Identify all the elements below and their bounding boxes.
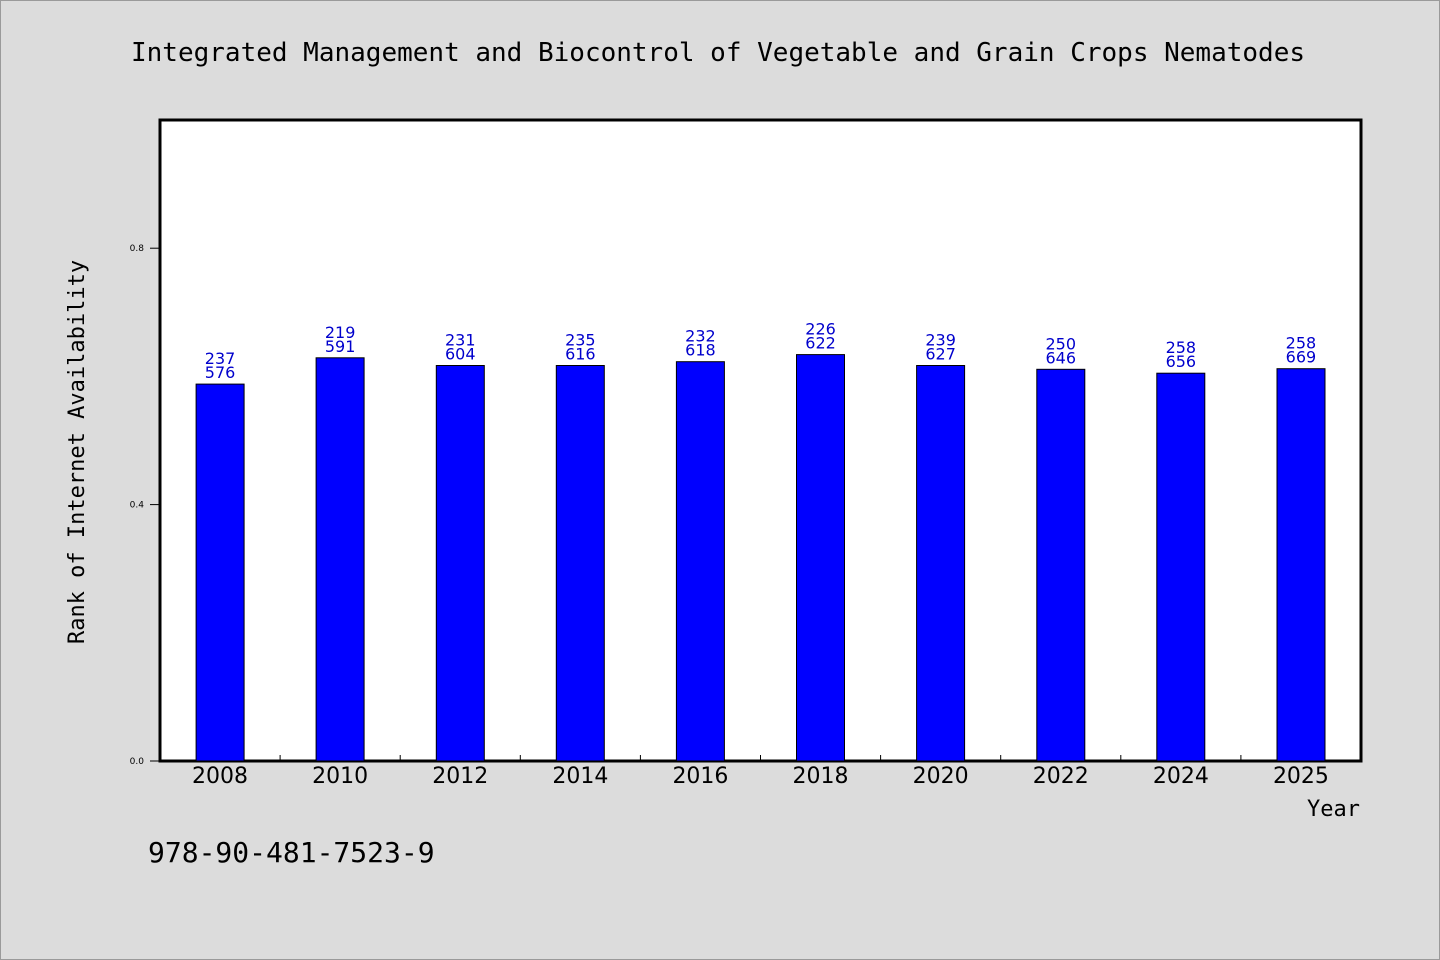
- bar-2010: [315, 357, 365, 762]
- ticks-group: [150, 247, 1242, 762]
- data-label-bottom-2018: 622: [805, 334, 836, 353]
- x-tick-label-2008: 2008: [192, 764, 248, 789]
- x-tick-label-2018: 2018: [793, 764, 849, 789]
- bar-2014: [555, 365, 605, 762]
- y-axis-label: Rank of Internet Availability: [65, 260, 90, 644]
- x-tick-label-2020: 2020: [913, 764, 969, 789]
- y-tick-label-1: 0.4: [130, 501, 145, 511]
- bar-2020: [916, 365, 966, 762]
- data-label-top-2025: 258: [1286, 334, 1317, 353]
- data-label-top-2008: 237: [205, 349, 236, 368]
- data-label-top-2010: 219: [325, 323, 356, 342]
- x-tick-label-2014: 2014: [552, 764, 608, 789]
- data-label-bottom-2014: 616: [565, 345, 596, 364]
- data-label-top-2016: 232: [685, 327, 716, 346]
- y-tick-label-0: 0.0: [130, 757, 145, 767]
- chart-title: Integrated Management and Biocontrol of …: [131, 38, 1305, 68]
- x-axis-label: Year: [1307, 797, 1360, 822]
- data-label-bottom-2012: 604: [445, 345, 476, 364]
- bar-2012: [435, 365, 485, 762]
- data-label-bottom-2020: 627: [925, 345, 956, 364]
- data-label-bottom-2025: 669: [1286, 348, 1317, 367]
- data-label-bottom-2022: 646: [1045, 348, 1076, 367]
- x-tick-label-2016: 2016: [672, 764, 728, 789]
- bar-2024: [1156, 372, 1206, 762]
- x-tick-label-2022: 2022: [1033, 764, 1089, 789]
- data-label-bottom-2008: 576: [205, 363, 236, 382]
- x-tick-label-2025: 2025: [1273, 764, 1329, 789]
- data-label-top-2024: 258: [1166, 338, 1197, 357]
- bar-2018: [796, 354, 845, 762]
- bars-group: [195, 354, 1326, 762]
- isbn-text: 978-90-481-7523-9: [148, 836, 435, 869]
- data-label-top-2018: 226: [805, 320, 836, 339]
- bar-2025: [1276, 368, 1326, 762]
- data-label-bottom-2010: 591: [325, 337, 356, 356]
- data-label-top-2022: 250: [1045, 334, 1076, 353]
- data-label-top-2020: 239: [925, 331, 956, 350]
- data-label-bottom-2024: 656: [1166, 352, 1197, 371]
- bar-2022: [1036, 368, 1086, 762]
- data-label-bottom-2016: 618: [685, 341, 716, 360]
- data-label-top-2012: 231: [445, 331, 476, 350]
- x-tick-label-2024: 2024: [1153, 764, 1209, 789]
- bar-2008: [195, 383, 245, 762]
- x-tick-label-2012: 2012: [432, 764, 488, 789]
- x-tick-label-2010: 2010: [312, 764, 368, 789]
- bar-2016: [675, 361, 725, 762]
- y-tick-label-2: 0.8: [130, 244, 145, 254]
- data-label-top-2014: 235: [565, 331, 596, 350]
